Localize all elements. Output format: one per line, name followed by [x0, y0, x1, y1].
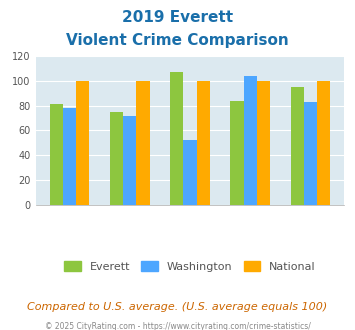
Text: Compared to U.S. average. (U.S. average equals 100): Compared to U.S. average. (U.S. average … [27, 302, 328, 312]
Text: © 2025 CityRating.com - https://www.cityrating.com/crime-statistics/: © 2025 CityRating.com - https://www.city… [45, 322, 310, 330]
Bar [230, 101, 244, 205]
Bar [304, 102, 317, 205]
Bar [317, 81, 330, 205]
Bar [257, 81, 270, 205]
Bar [63, 108, 76, 205]
Text: Violent Crime Comparison: Violent Crime Comparison [66, 33, 289, 48]
Bar [123, 115, 136, 205]
Legend: Everett, Washington, National: Everett, Washington, National [60, 257, 320, 276]
Bar [136, 81, 149, 205]
Text: 2019 Everett: 2019 Everett [122, 10, 233, 25]
Bar [197, 81, 210, 205]
Bar [244, 76, 257, 205]
Bar [76, 81, 89, 205]
Bar [290, 87, 304, 205]
Bar [183, 140, 197, 205]
Bar [170, 72, 183, 205]
Bar [50, 104, 63, 205]
Bar [110, 112, 123, 205]
